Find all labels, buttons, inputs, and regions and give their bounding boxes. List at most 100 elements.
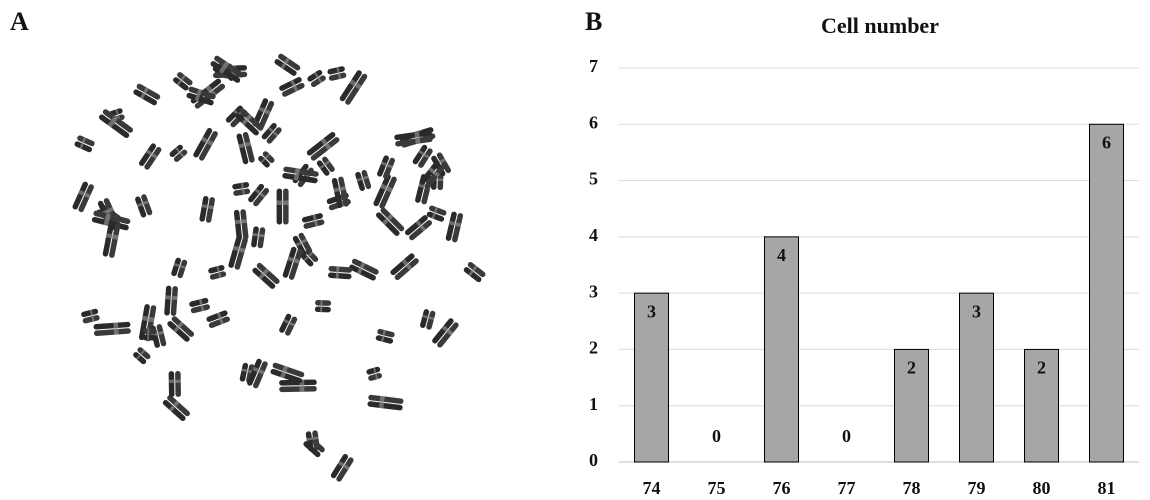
chromatid [328,272,352,279]
y-tick-label: 3 [589,281,598,301]
chromosome [375,207,405,237]
x-tick-label: 78 [903,478,921,498]
y-tick-label: 4 [589,225,598,245]
chromosome [166,315,195,343]
chromosome [316,156,336,177]
chromosome [426,205,447,223]
chromosome [247,183,270,208]
band [147,328,149,340]
x-tick-label: 81 [1098,478,1116,498]
value-label: 4 [777,245,786,265]
chromosome [232,182,251,197]
chromosome [375,328,395,344]
chromatid [164,285,172,315]
value-label: 0 [712,426,721,446]
chromosome [301,213,325,230]
value-label: 3 [647,301,656,321]
chromosome [282,246,303,280]
chromosome [72,181,95,213]
chromosome [171,257,188,279]
chromosome [278,76,305,98]
band [113,322,118,334]
chromosome [394,130,433,147]
x-tick-label: 76 [773,478,791,498]
chromosome [192,127,218,162]
chromosome [277,188,289,224]
value-label: 2 [1037,358,1046,378]
value-label: 3 [972,301,981,321]
x-tick-label: 77 [838,478,856,498]
chromosome [445,211,463,243]
x-tick-label: 75 [708,478,726,498]
x-tick-label: 80 [1033,478,1051,498]
chromosome [168,144,188,163]
chromatid [171,286,179,316]
value-label: 6 [1102,132,1111,152]
chart: Cell number 0123456774375076477078279380… [589,13,1139,498]
chromosome [199,196,215,224]
chromosome [138,142,163,170]
chromatid [175,371,181,397]
chromosome [331,176,349,208]
chromosome [228,235,249,270]
chromosome [404,214,433,241]
x-tick-label: 79 [968,478,986,498]
chromosome [162,394,191,422]
chromatid [279,386,317,392]
chromosome [257,150,276,169]
chromosome [389,252,420,281]
chromosome [169,371,181,397]
y-tick-label: 1 [589,394,598,414]
chromosome [93,322,131,337]
chromatid [143,328,157,334]
chromosome [189,297,211,313]
chromatid [283,188,289,224]
chromatid [94,328,131,336]
chromosome [236,131,255,164]
chromosome [431,317,460,349]
chromosome [330,453,355,483]
band [320,300,322,312]
chromosome [366,366,383,381]
chromatid [315,306,331,312]
chromosome [315,300,331,313]
value-label: 0 [842,426,851,446]
bar [765,237,799,462]
band [277,200,289,205]
chromatid [277,188,283,224]
chromosome [273,53,301,77]
chromatid [315,300,331,306]
chromatid [328,266,352,273]
chromosome [206,310,231,329]
chromosome [306,69,327,88]
chromatid [93,322,130,330]
y-tick-label: 2 [589,338,598,358]
chromosome [132,346,152,365]
panel-label: B [585,7,602,36]
chromosome [74,135,96,154]
chromosome [251,262,280,290]
chart-title: Cell number [821,13,939,38]
chromosome [102,222,120,259]
chromosome [419,308,436,330]
karyotype-image [72,53,487,483]
panel-label: A [10,7,29,36]
chromosome [328,266,352,280]
chromosome [164,285,178,316]
chromosome [81,308,101,324]
chromosome [208,264,227,280]
y-tick-label: 0 [589,450,598,470]
bar [1090,124,1124,462]
chromosome [327,66,347,82]
chromosome [348,258,379,282]
chromatid [143,335,157,341]
band [169,380,181,383]
chromosome [412,144,434,169]
chromosome [278,313,298,337]
y-tick-label: 7 [589,56,598,76]
chromosome [367,394,404,410]
chromosome [251,226,266,249]
chromosome [132,83,161,107]
chromosome [463,261,487,283]
y-tick-label: 5 [589,169,598,189]
